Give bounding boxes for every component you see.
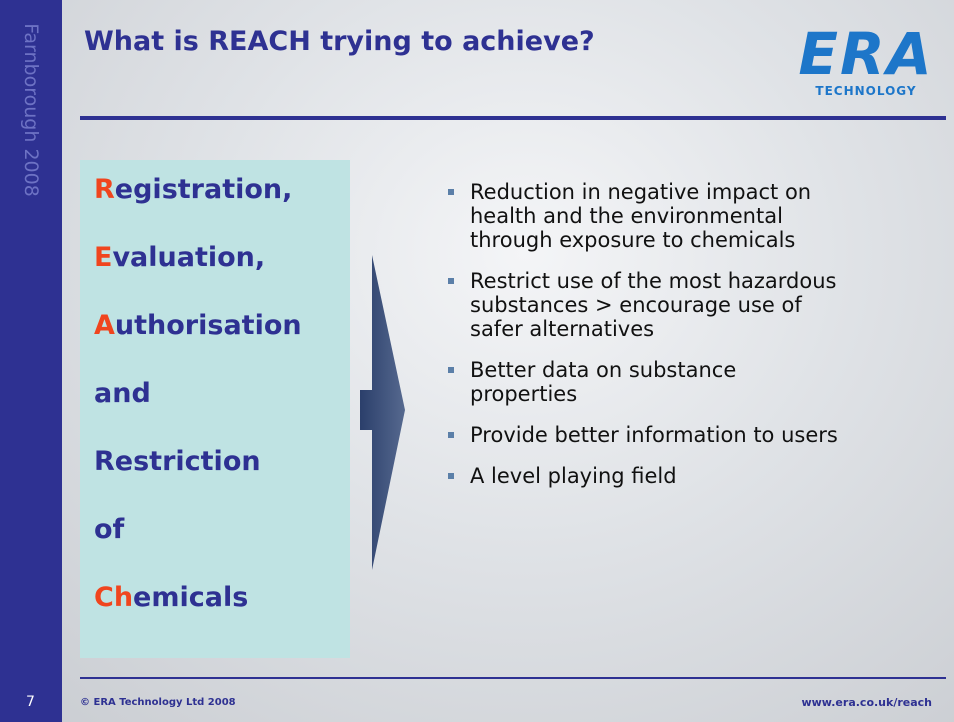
acronym-word: Registration, bbox=[94, 174, 292, 205]
bullet-line: Restrict use of the most hazardous bbox=[470, 269, 946, 293]
acronym-rest: uthorisation bbox=[115, 310, 302, 341]
bullet: A level playing field bbox=[446, 464, 946, 488]
acronym-initial: A bbox=[94, 310, 115, 341]
bullet-line: health and the environmental bbox=[470, 204, 946, 228]
bullet-line: Reduction in negative impact on bbox=[470, 180, 946, 204]
title-rule bbox=[80, 116, 946, 120]
sidebar-text: Farnborough 2008 bbox=[20, 23, 42, 197]
arrow-shape bbox=[360, 255, 405, 570]
arrow bbox=[350, 240, 410, 580]
bullet-line: through exposure to chemicals bbox=[470, 228, 946, 252]
acronym-word: Chemicals bbox=[94, 582, 248, 613]
slide-title: What is REACH trying to achieve? bbox=[84, 26, 595, 57]
logo-main: ERA bbox=[790, 24, 942, 84]
acronym-word: of bbox=[94, 514, 124, 545]
bullet-line: properties bbox=[470, 382, 946, 406]
footer-rule bbox=[80, 677, 946, 679]
bullet: Provide better information to users bbox=[446, 423, 946, 447]
acronym-rest: of bbox=[94, 514, 124, 545]
bullet-line: A level playing field bbox=[470, 464, 946, 488]
bullet-line: substances > encourage use of bbox=[470, 293, 946, 317]
acronym-rest: egistration, bbox=[115, 174, 293, 205]
acronym-rest: and bbox=[94, 378, 151, 409]
acronym-word: and bbox=[94, 378, 151, 409]
bullet-line: Provide better information to users bbox=[470, 423, 946, 447]
logo: ERA TECHNOLOGY bbox=[790, 24, 942, 104]
copyright: © ERA Technology Ltd 2008 bbox=[80, 697, 236, 708]
acronym-word: Evaluation, bbox=[94, 242, 265, 273]
slide: Farnborough 2008 7 What is REACH trying … bbox=[0, 0, 954, 722]
footer-url: www.era.co.uk/reach bbox=[801, 696, 932, 709]
acronym-initial: Ch bbox=[94, 582, 133, 613]
acronym-box: Registration, Evaluation, Authorisation and… bbox=[80, 160, 350, 658]
bullet-line: safer alternatives bbox=[470, 317, 946, 341]
bullet-line: Better data on substance bbox=[470, 358, 946, 382]
acronym-word: Restriction bbox=[94, 446, 261, 477]
acronym-initial: E bbox=[94, 242, 112, 273]
acronym-rest: valuation, bbox=[112, 242, 265, 273]
acronym-initial: R bbox=[94, 174, 115, 205]
page-number: 7 bbox=[26, 694, 35, 710]
sidebar: Farnborough 2008 7 bbox=[0, 0, 62, 722]
acronym-word: Authorisation bbox=[94, 310, 302, 341]
acronym-rest: emicals bbox=[133, 582, 248, 613]
acronym-rest: Restriction bbox=[94, 446, 261, 477]
